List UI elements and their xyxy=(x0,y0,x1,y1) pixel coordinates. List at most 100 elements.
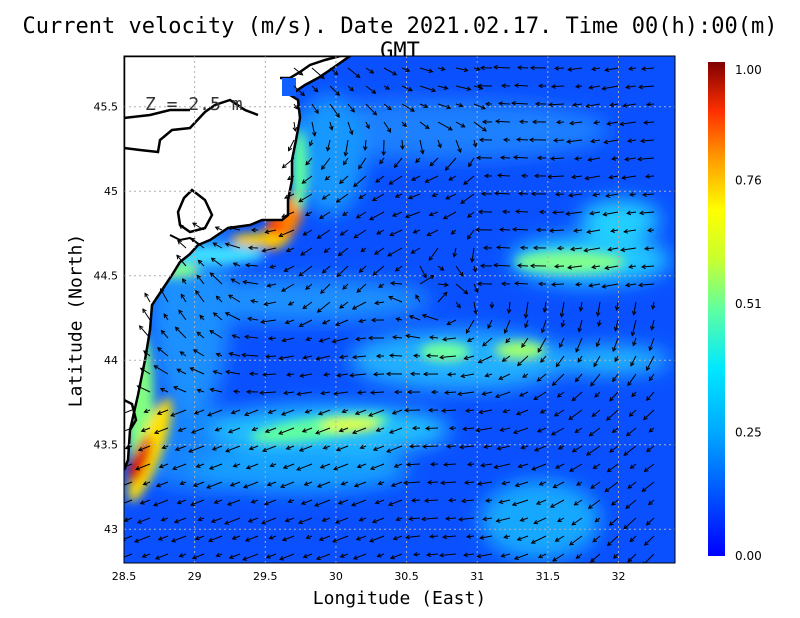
velocity-arrow-head xyxy=(342,285,348,290)
velocity-arrow xyxy=(405,211,421,218)
velocity-arrow xyxy=(518,192,529,195)
velocity-arrow xyxy=(154,365,169,375)
velocity-arrow xyxy=(547,175,565,178)
velocity-arrow-head xyxy=(298,271,304,277)
velocity-arrow xyxy=(406,463,421,466)
velocity-arrow-head xyxy=(642,415,648,421)
velocity-arrow xyxy=(569,193,583,197)
velocity-arrow xyxy=(365,85,376,94)
velocity-arrow xyxy=(124,481,133,486)
velocity-arrow xyxy=(609,517,619,526)
velocity-arrow xyxy=(621,247,637,251)
velocity-arrow-head xyxy=(575,282,580,287)
velocity-arrow-head xyxy=(627,557,633,563)
velocity-arrow xyxy=(553,139,565,142)
velocity-arrow-head xyxy=(585,451,591,456)
velocity-arrow-head xyxy=(374,499,380,505)
velocity-arrow-head xyxy=(355,536,361,541)
velocity-arrow xyxy=(411,175,421,181)
velocity-arrow xyxy=(209,330,223,339)
velocity-arrow-head xyxy=(177,239,182,245)
velocity-arrow-head xyxy=(517,463,523,469)
velocity-arrow xyxy=(228,226,241,231)
velocity-arrow xyxy=(592,265,601,268)
x-tick-label: 31.5 xyxy=(536,570,561,583)
velocity-arrow-head xyxy=(264,354,270,359)
velocity-arrow xyxy=(627,373,637,386)
velocity-arrow-head xyxy=(446,104,452,110)
velocity-arrow-head xyxy=(422,371,428,377)
velocity-arrow xyxy=(124,535,133,540)
velocity-arrow xyxy=(483,517,493,520)
velocity-arrow xyxy=(569,535,583,546)
velocity-arrow-head xyxy=(261,248,267,253)
velocity-arrow-head xyxy=(230,278,236,283)
velocity-arrow xyxy=(317,229,331,239)
velocity-arrow-head xyxy=(328,125,334,131)
velocity-arrow-head xyxy=(391,410,397,415)
velocity-arrow-head xyxy=(358,164,363,170)
velocity-arrow xyxy=(568,67,583,71)
velocity-arrow xyxy=(571,247,583,250)
velocity-arrow-head xyxy=(260,319,266,325)
velocity-arrow-head xyxy=(612,377,617,383)
velocity-arrow-head xyxy=(468,162,473,168)
velocity-arrow-head xyxy=(248,445,254,451)
velocity-arrow-head xyxy=(458,102,464,108)
velocity-arrow xyxy=(197,259,205,267)
velocity-arrow xyxy=(575,337,583,353)
velocity-arrow xyxy=(441,409,457,412)
velocity-arrow-head xyxy=(367,335,373,341)
velocity-arrow-head xyxy=(331,338,337,344)
velocity-arrow-head xyxy=(494,393,500,399)
velocity-arrow xyxy=(646,355,655,371)
velocity-arrow xyxy=(646,391,655,401)
velocity-arrow xyxy=(487,319,493,329)
velocity-arrow-head xyxy=(372,371,378,377)
velocity-arrow xyxy=(190,499,205,506)
velocity-arrow-head xyxy=(650,325,655,331)
velocity-arrow-head xyxy=(537,281,543,287)
velocity-arrow-head xyxy=(643,246,649,251)
velocity-arrow-head xyxy=(573,501,579,506)
velocity-arrow xyxy=(226,371,241,375)
velocity-arrow-head xyxy=(475,427,481,433)
velocity-arrow xyxy=(463,427,475,430)
velocity-arrow xyxy=(394,463,403,468)
velocity-arrow xyxy=(389,229,403,236)
velocity-arrow-head xyxy=(279,483,285,489)
velocity-arrow xyxy=(356,535,367,541)
velocity-arrow xyxy=(173,386,187,393)
velocity-arrow-head xyxy=(503,328,509,334)
velocity-arrow xyxy=(597,301,601,316)
velocity-arrow-head xyxy=(630,331,636,337)
velocity-arrow-head xyxy=(474,288,479,294)
velocity-arrow-head xyxy=(607,246,613,252)
velocity-arrow-head xyxy=(589,210,595,216)
velocity-arrow xyxy=(427,481,439,484)
velocity-arrow-head xyxy=(160,329,166,335)
velocity-arrow xyxy=(473,103,486,110)
velocity-arrow xyxy=(177,240,187,249)
velocity-arrow-head xyxy=(609,448,615,453)
velocity-arrow xyxy=(411,247,421,254)
velocity-arrow xyxy=(573,103,583,106)
velocity-arrow xyxy=(190,367,205,375)
velocity-arrow-head xyxy=(269,264,275,269)
velocity-arrow-head xyxy=(437,143,442,149)
velocity-arrow xyxy=(515,210,529,213)
velocity-arrow-head xyxy=(503,534,509,539)
colorbar-ticks: 1.00 0.76 0.51 0.25 0.00 xyxy=(735,63,762,563)
velocity-arrow-head xyxy=(429,335,434,340)
velocity-arrow-head xyxy=(209,387,215,393)
velocity-arrow xyxy=(401,139,404,150)
velocity-arrow xyxy=(493,264,511,267)
velocity-arrow-head xyxy=(569,541,574,546)
velocity-arrow-head xyxy=(494,119,500,124)
velocity-arrow xyxy=(607,121,619,125)
velocity-arrow xyxy=(175,326,187,339)
velocity-arrow xyxy=(281,283,295,292)
velocity-arrow-head xyxy=(495,245,501,250)
velocity-arrow xyxy=(231,409,241,414)
velocity-arrow xyxy=(554,409,565,417)
